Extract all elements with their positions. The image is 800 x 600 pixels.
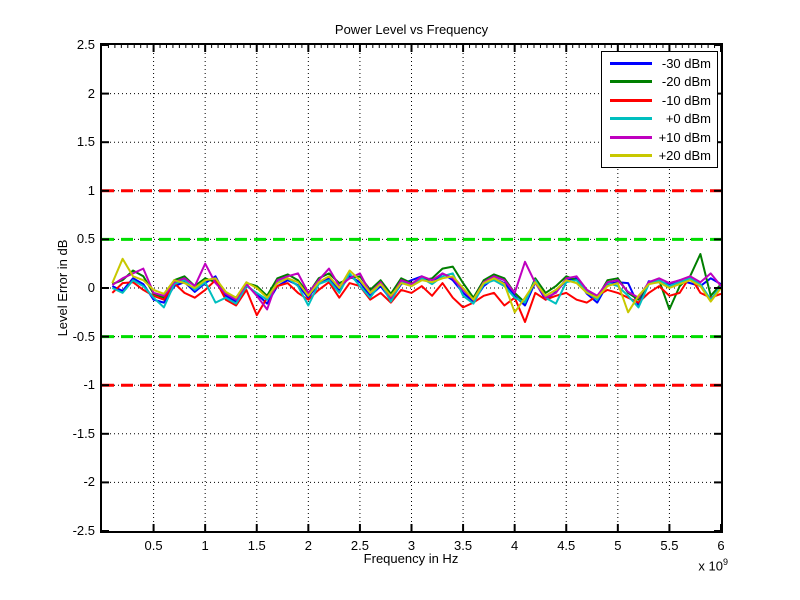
x-tick-label: 2.5 <box>350 538 369 553</box>
legend-item-3: +0 dBm <box>602 110 717 127</box>
x-tick-label: 5 <box>614 538 622 553</box>
y-tick-label: -1.5 <box>72 425 95 441</box>
legend-line-sample <box>610 154 652 158</box>
legend-label: +10 dBm <box>658 129 711 145</box>
x-tick-label: 6 <box>717 538 725 553</box>
x-axis-exponent: x 109 <box>650 557 728 573</box>
legend-line-sample <box>610 117 652 121</box>
y-tick-label: 1.5 <box>76 134 95 150</box>
y-tick-label: 0.5 <box>76 231 95 247</box>
x-tick-label: 2 <box>304 538 312 553</box>
x-tick-label: 4.5 <box>557 538 576 553</box>
x-tick-label: 0.5 <box>144 538 163 553</box>
legend-label: -10 dBm <box>661 92 711 108</box>
legend-item-2: -10 dBm <box>602 92 717 109</box>
legend-label: +0 dBm <box>665 111 711 127</box>
legend-item-1: -20 dBm <box>602 73 717 90</box>
y-tick-label: -1 <box>83 377 95 393</box>
y-tick-label: 1 <box>87 182 95 198</box>
legend-item-5: +20 dBm <box>602 147 717 164</box>
y-tick-label: -2.5 <box>72 523 95 538</box>
x-tick-label: 1 <box>201 538 209 553</box>
legend-line-sample <box>610 135 652 139</box>
series-line-4 <box>111 260 721 311</box>
y-tick-label: 0 <box>87 280 95 295</box>
chart-title: Power Level vs Frequency <box>334 22 489 37</box>
x-tick-label: 5.5 <box>660 538 679 553</box>
x-axis-label: Frequency in Hz <box>363 551 459 566</box>
y-tick-label: 2 <box>87 85 95 101</box>
x-tick-label: 1.5 <box>247 538 266 553</box>
legend-item-4: +10 dBm <box>602 129 717 146</box>
chart-canvas <box>102 45 721 531</box>
legend-label: +20 dBm <box>658 148 711 164</box>
legend-line-sample <box>610 61 652 65</box>
y-tick-label: -2 <box>83 474 95 490</box>
x-tick-label: 3.5 <box>454 538 473 553</box>
legend-label: -30 dBm <box>661 55 711 71</box>
x-tick-label: 4 <box>511 538 519 553</box>
x-exponent-power: 9 <box>722 557 728 567</box>
legend-label: -20 dBm <box>661 74 711 90</box>
x-exponent-prefix: x 10 <box>698 558 723 574</box>
legend-line-sample <box>610 80 652 84</box>
series-line-5 <box>111 257 721 314</box>
x-tick-label: 3 <box>407 538 416 553</box>
legend-line-sample <box>610 98 652 102</box>
y-tick-label: -0.5 <box>72 328 95 344</box>
legend-box: -30 dBm -20 dBm -10 dBm +0 dBm +10 dBm +20 dB… <box>601 51 718 168</box>
legend-item-0: -30 dBm <box>602 55 717 72</box>
y-tick-label: 2.5 <box>76 37 95 52</box>
